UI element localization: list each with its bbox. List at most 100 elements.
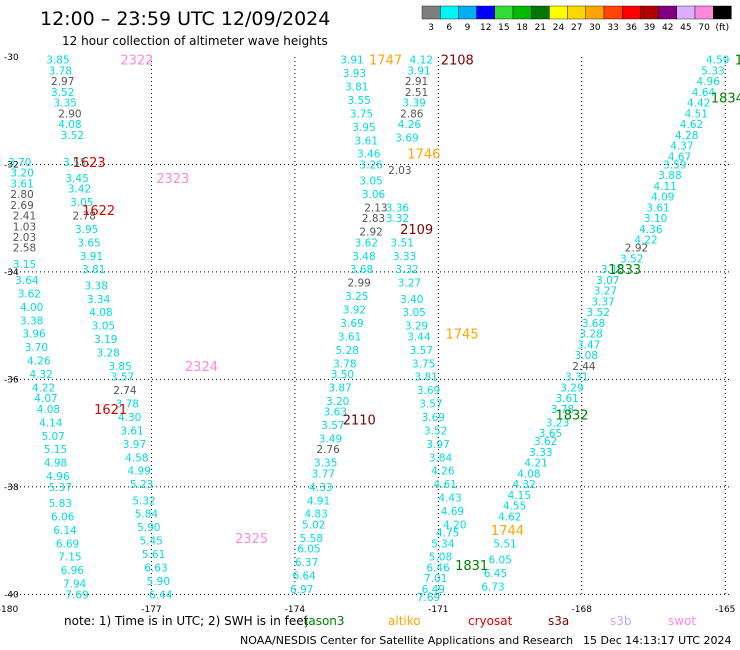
swh-value: 4.51 (685, 108, 708, 120)
swh-value: 6.64 (292, 571, 316, 583)
swh-value: 5.34 (431, 538, 455, 550)
swh-value: 3.18 (601, 264, 624, 276)
swh-value: 5.45 (139, 536, 162, 548)
legend-cryosat: cryosat (468, 614, 513, 628)
legend-s3b: s3b (610, 614, 632, 628)
swh-value: 3.95 (352, 122, 375, 134)
colorbar-swatch (531, 5, 550, 20)
swh-value: 3.68 (350, 264, 373, 276)
swh-value: 6.97 (290, 584, 313, 596)
swh-value: 4.96 (697, 76, 721, 88)
track-time-label: 1745 (446, 328, 479, 343)
swh-value: 3.78 (49, 65, 72, 77)
swh-value: 3.49 (319, 433, 342, 445)
swh-value: 2.90 (58, 108, 81, 120)
swh-value: 6.45 (484, 568, 507, 580)
swh-value: 3.96 (22, 329, 46, 341)
swh-value: 2.74 (113, 385, 137, 397)
swh-value: 3.32 (386, 213, 409, 225)
swh-value: 7.01 (424, 573, 447, 585)
swh-value: 5.90 (137, 522, 160, 534)
swh-value: 2.44 (572, 361, 596, 373)
swh-value: 3.87 (328, 382, 351, 394)
swh-value: 7.69 (65, 589, 88, 601)
swh-value: 4.07 (34, 393, 57, 405)
swh-value: 3.93 (343, 68, 366, 80)
swh-value: 4.32 (512, 479, 535, 491)
swh-value: 3.85 (46, 55, 69, 67)
footer-credit: NOAA/NESDIS Center for Satellite Applica… (240, 634, 573, 647)
swh-value: 5.02 (302, 519, 325, 531)
swh-value: 3.61 (10, 178, 33, 190)
swh-value: 3.25 (345, 291, 368, 303)
swh-value: 3.65 (77, 237, 100, 249)
swh-value: 3.97 (123, 439, 146, 451)
swh-value: 5.83 (49, 498, 72, 510)
swh-value: 2.13 (364, 202, 387, 214)
swh-value: 4.09 (651, 192, 674, 204)
swh-value: 3.55 (347, 95, 370, 107)
longitude-tick-label: -174 (285, 605, 306, 615)
swh-value: 6.14 (53, 525, 77, 537)
swh-value: 5.08 (429, 552, 452, 564)
swh-value: 3.97 (426, 439, 449, 451)
colorbar-swatch (440, 5, 459, 20)
swh-value: 3.29 (560, 382, 583, 394)
track-time-label: 1834 (711, 91, 740, 106)
track-time-label: 2322 (120, 54, 153, 69)
swh-value: 2.03 (388, 165, 411, 177)
colorbar-swatch (658, 5, 677, 20)
colorbar-swatch (512, 5, 532, 20)
swh-value: 4.91 (307, 495, 330, 507)
swh-value: 3.65 (539, 428, 562, 440)
longitude-tick-label: -177 (141, 605, 161, 615)
swh-value: 3.70 (8, 157, 31, 169)
swh-value: 3.91 (80, 251, 103, 263)
swh-value: 4.26 (398, 119, 422, 131)
swh-value: 6.46 (426, 562, 450, 574)
swh-value: 5.23 (130, 479, 153, 491)
swh-value: 3.36 (386, 202, 410, 214)
swh-value: 4.08 (89, 307, 112, 319)
swh-value: 6.37 (295, 557, 318, 569)
swh-value: 7.69 (417, 592, 440, 604)
legend-s3a: s3a (548, 614, 569, 628)
swh-value: 2.91 (405, 76, 428, 88)
swh-value: 3.08 (575, 350, 598, 362)
colorbar-swatch (622, 5, 641, 20)
swh-value: 3.62 (534, 436, 557, 448)
swh-value: 5.84 (135, 509, 159, 521)
swh-value: 2.69 (10, 200, 33, 212)
track-time-label: 18 (735, 54, 740, 69)
swh-value: 2.92 (359, 227, 382, 239)
colorbar-label: 6 (446, 23, 452, 33)
longitude-ticks: -180 -177 -174 -171 -168 -165 (0, 605, 735, 615)
swh-value: 5.58 (300, 533, 323, 545)
swh-value: 3.69 (395, 133, 418, 145)
swh-value: 4.75 (436, 528, 459, 540)
swh-value: 4.98 (44, 458, 67, 470)
swh-value: 3.52 (620, 253, 643, 265)
swh-value: 4.15 (508, 490, 531, 502)
swh-value: 3.78 (551, 404, 574, 416)
track-time-label: 1747 (369, 54, 402, 69)
track-time-label: 2325 (235, 532, 268, 547)
swh-value: 3.52 (51, 87, 74, 99)
swh-value: 2.76 (316, 444, 340, 456)
swh-value: 3.84 (429, 452, 453, 464)
colorbar-swatch (585, 5, 605, 20)
colorbar-label: 9 (465, 23, 471, 33)
swh-value: 2.92 (625, 243, 648, 255)
swh-value: 4.00 (20, 302, 43, 314)
colorbar-label: 21 (535, 23, 546, 33)
swh-value: 3.61 (355, 135, 378, 147)
swh-value: 2.03 (13, 232, 36, 244)
swh-value: 2.97 (51, 76, 74, 88)
swh-value: 6.06 (51, 511, 75, 523)
swh-value: 6.63 (144, 562, 167, 574)
swh-value: 3.68 (582, 318, 605, 330)
track-time-label: 2108 (441, 54, 474, 69)
swh-value: 3.95 (75, 224, 98, 236)
colorbar-swatch (603, 5, 623, 20)
